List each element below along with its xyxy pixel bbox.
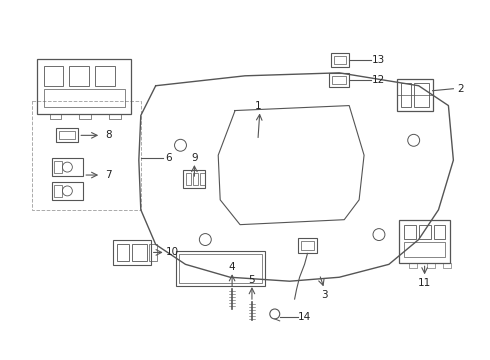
Bar [401,83,411,107]
Bar [54,161,62,173]
Bar [49,113,61,120]
Bar [414,83,429,107]
Bar [404,242,445,257]
Bar [95,66,115,86]
Bar [70,66,89,86]
Bar [334,56,346,64]
Text: 3: 3 [321,290,328,300]
Bar [32,100,141,210]
Bar [443,264,451,268]
Bar [79,113,91,120]
Bar [44,66,63,86]
Bar [297,238,318,253]
Bar [404,225,416,239]
Bar [434,225,445,239]
Bar [331,53,349,67]
Bar [175,251,265,286]
Bar [409,264,416,268]
Bar [37,59,131,113]
Bar [117,243,129,261]
Text: 11: 11 [418,278,431,288]
Text: 6: 6 [165,153,172,163]
Bar [56,129,78,142]
Text: 13: 13 [371,55,385,65]
Bar [44,89,125,107]
Text: 4: 4 [229,262,235,272]
Bar [54,185,62,197]
Text: 14: 14 [298,312,311,322]
Bar [109,113,121,120]
Text: 8: 8 [105,130,111,140]
Text: 10: 10 [166,247,179,257]
Text: 7: 7 [105,170,111,180]
Text: 9: 9 [191,153,197,163]
Bar [187,173,192,185]
Bar [51,182,83,200]
Bar [300,240,315,251]
Bar [183,170,205,188]
Bar [178,255,262,283]
Bar [149,243,157,261]
Text: 2: 2 [457,84,464,94]
Bar [399,220,450,264]
Bar [59,131,75,139]
Bar [329,73,349,87]
Bar [427,264,435,268]
Text: 5: 5 [248,275,255,285]
Bar [51,158,83,176]
Text: 1: 1 [255,100,261,111]
Bar [113,239,151,265]
Text: 12: 12 [371,75,385,85]
Bar [397,79,433,111]
Bar [332,76,346,84]
Bar [194,173,198,185]
Bar [132,243,147,261]
Bar [200,173,205,185]
Bar [418,225,431,239]
